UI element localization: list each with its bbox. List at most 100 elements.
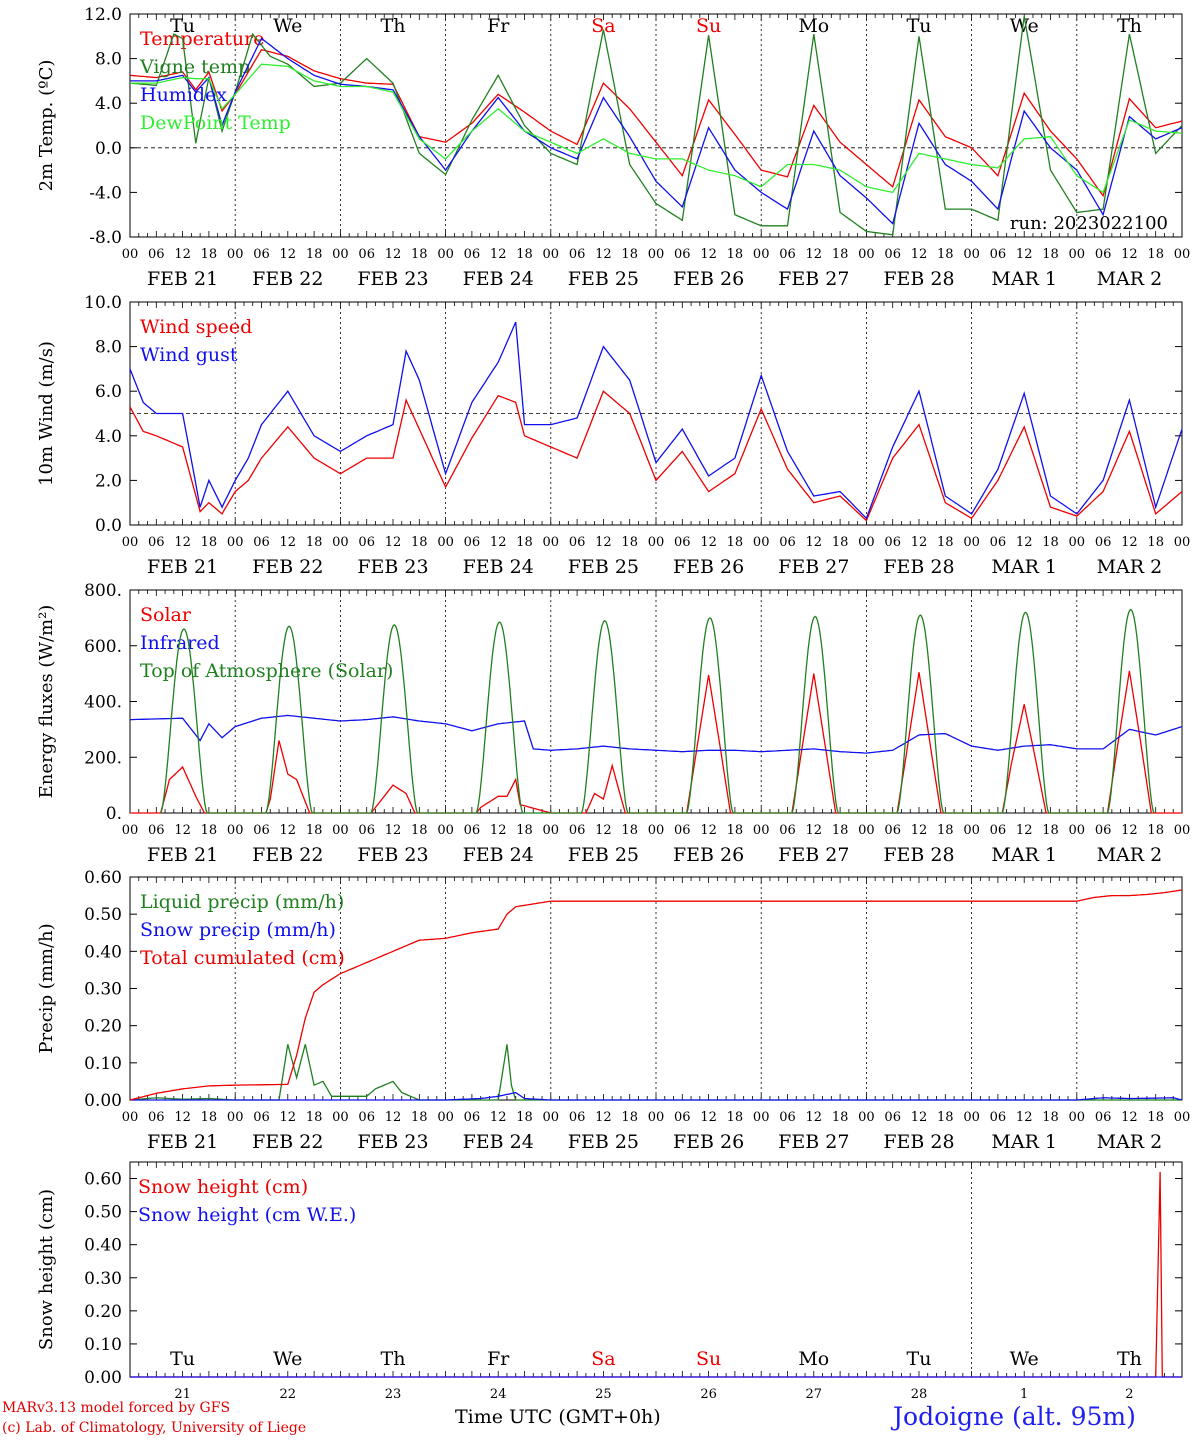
legend-total-cumulated-cm: Total cumulated (cm) [140, 947, 345, 969]
y-tick-label: 0.10 [84, 1335, 122, 1355]
hour-label: 18 [727, 247, 744, 262]
hour-label: 12 [280, 823, 297, 838]
hour-label: 06 [884, 247, 901, 262]
y-tick-label: 0.10 [84, 1054, 122, 1074]
weekday-label: We [273, 15, 302, 37]
day-number: 27 [806, 1387, 823, 1402]
hour-label: 00 [753, 247, 770, 262]
hour-label: 12 [595, 247, 612, 262]
y-axis-title: Precip (mm/h) [36, 923, 57, 1053]
hour-label: 06 [253, 1110, 270, 1125]
hour-label: 00 [332, 823, 349, 838]
hour-label: 06 [1095, 535, 1112, 550]
hour-label: 00 [437, 247, 454, 262]
hour-label: 00 [543, 1110, 560, 1125]
hour-label: 00 [648, 1110, 665, 1125]
date-label: FEB 24 [463, 268, 534, 290]
hour-label: 06 [358, 535, 375, 550]
hour-label: 18 [411, 535, 428, 550]
hour-label: 06 [779, 247, 796, 262]
date-label: FEB 23 [357, 844, 428, 866]
date-label: FEB 22 [252, 268, 323, 290]
date-label: MAR 1 [991, 844, 1057, 866]
hour-label: 00 [122, 1110, 139, 1125]
hour-label: 00 [227, 1110, 244, 1125]
hour-label: 00 [858, 535, 875, 550]
panel-3: 0. 200. 400. 600. 800. Energy fluxes (W/m²) 00… [36, 581, 1190, 866]
y-tick-label: 0.50 [84, 905, 122, 925]
hour-label: 00 [1174, 823, 1191, 838]
hour-label: 12 [1016, 247, 1033, 262]
hour-label: 18 [727, 535, 744, 550]
legend-snow-precip-mm-h: Snow precip (mm/h) [140, 919, 336, 941]
series-line-snow-height-cm [130, 1171, 1182, 1378]
hour-label: 12 [174, 823, 191, 838]
hour-label: 06 [674, 1110, 691, 1125]
hour-label: 12 [1121, 535, 1138, 550]
y-tick-label: 0.40 [84, 942, 122, 962]
weekday-label: Su [696, 15, 721, 37]
hour-label: 12 [385, 823, 402, 838]
hour-label: 06 [990, 1110, 1007, 1125]
hour-label: 18 [306, 535, 323, 550]
weekday-label: Tu [907, 15, 932, 37]
date-label: FEB 23 [357, 268, 428, 290]
legend-dewpoint-temp: DewPoint Temp [140, 112, 291, 134]
date-label: MAR 2 [1097, 1131, 1163, 1153]
hour-label: 00 [963, 1110, 980, 1125]
hour-label: 12 [595, 1110, 612, 1125]
day-number: 26 [700, 1387, 717, 1402]
hour-label: 00 [1069, 1110, 1086, 1125]
hour-label: 06 [1095, 823, 1112, 838]
hour-label: 12 [806, 1110, 823, 1125]
y-tick-label: 8.0 [95, 50, 122, 70]
weekday-label: Mo [798, 15, 829, 37]
hour-label: 00 [1174, 535, 1191, 550]
hour-label: 06 [674, 823, 691, 838]
hour-label: 18 [1042, 535, 1059, 550]
series-line-wind-speed [129, 390, 1183, 522]
hour-label: 18 [727, 823, 744, 838]
hour-label: 18 [937, 535, 954, 550]
y-tick-label: 0.30 [84, 980, 122, 1000]
date-label: FEB 23 [357, 1131, 428, 1153]
weekday-label: Th [1117, 15, 1142, 37]
hour-label: 12 [911, 823, 928, 838]
series-line-snow-precip-mm-h [130, 1091, 1183, 1101]
legend-vigne-temp: Vigne temp [139, 56, 250, 78]
y-tick-label: 6.0 [95, 382, 122, 402]
hour-label: 18 [621, 535, 638, 550]
date-label: FEB 27 [778, 556, 849, 578]
hour-label: 18 [1042, 823, 1059, 838]
hour-label: 12 [700, 535, 717, 550]
run-label: run: 2023022100 [1010, 213, 1168, 234]
y-tick-label: 800. [84, 581, 122, 601]
y-tick-label: 400. [84, 693, 122, 713]
hour-label: 12 [385, 535, 402, 550]
hour-label: 12 [385, 1110, 402, 1125]
hour-label: 12 [1016, 535, 1033, 550]
y-tick-label: 0.0 [95, 139, 122, 159]
hour-label: 06 [358, 823, 375, 838]
series-line-wind-gust [129, 321, 1183, 520]
hour-label: 18 [1147, 535, 1164, 550]
hour-label: 18 [516, 247, 533, 262]
date-label: FEB 26 [673, 556, 744, 578]
hour-label: 18 [306, 1110, 323, 1125]
hour-label: 12 [174, 1110, 191, 1125]
hour-label: 00 [122, 247, 139, 262]
hour-label: 18 [201, 247, 218, 262]
weekday-label: Fr [487, 15, 510, 37]
hour-label: 00 [332, 1110, 349, 1125]
legend-wind-gust: Wind gust [140, 344, 238, 366]
hour-label: 06 [148, 535, 165, 550]
hour-label: 06 [990, 823, 1007, 838]
hour-label: 00 [753, 535, 770, 550]
day-number: 2 [1125, 1387, 1133, 1402]
hour-label: 18 [201, 535, 218, 550]
day-number: 23 [385, 1387, 402, 1402]
date-label: FEB 22 [252, 1131, 323, 1153]
hour-label: 18 [937, 247, 954, 262]
panel-4: 0.00 0.10 0.20 0.30 0.40 0.50 0.60 Precip (mm/h… [36, 868, 1190, 1153]
